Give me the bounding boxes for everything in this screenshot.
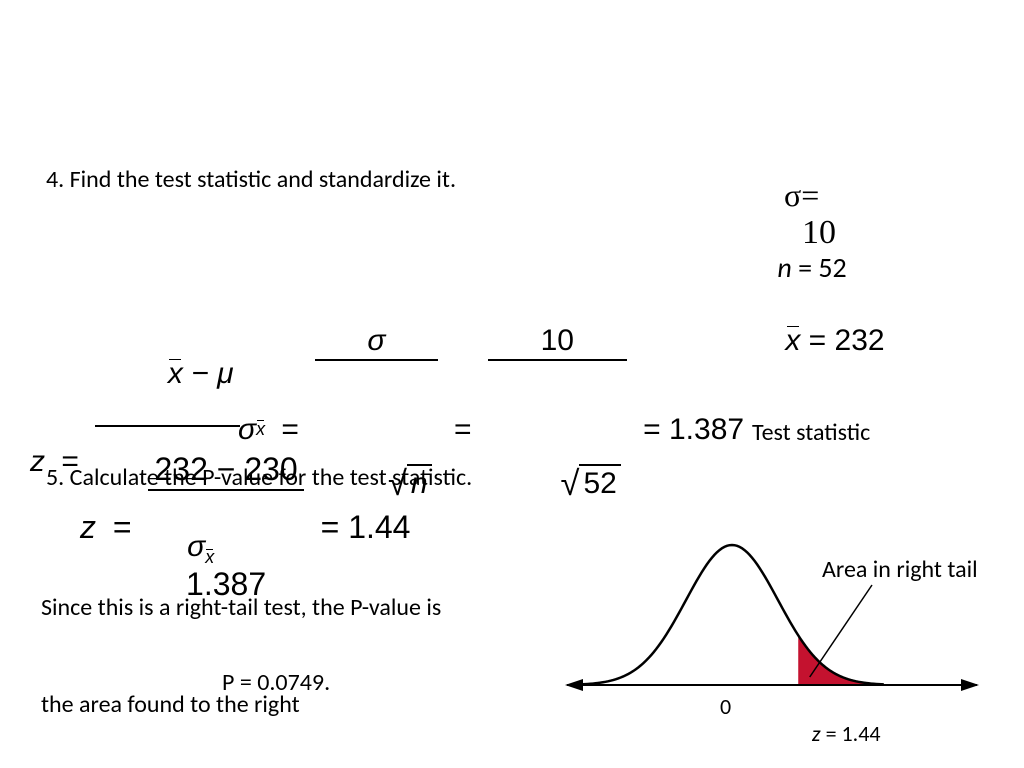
normal-dist-plot bbox=[562, 520, 982, 695]
plot-z-label: z = 1.44 bbox=[792, 693, 881, 768]
z-var: z bbox=[30, 445, 45, 479]
sx-top1: σ bbox=[315, 324, 437, 361]
sx-bot2: 52 bbox=[579, 464, 620, 502]
sx-top2: 10 bbox=[488, 324, 627, 361]
n-rest: = 52 bbox=[792, 250, 847, 285]
sx-eq2: = bbox=[446, 413, 480, 447]
test-statistic-label: Test statistic bbox=[752, 418, 870, 447]
plot-zero-label: 0 bbox=[720, 693, 731, 720]
p-result: P = 0.0749. bbox=[222, 668, 330, 697]
plot-z-rest: = 1.44 bbox=[821, 720, 881, 747]
exp-line1: Since this is a right-tail test, the P-v… bbox=[41, 592, 491, 624]
step4-title: 4. Find the test statistic and standardi… bbox=[46, 165, 456, 194]
sx-result: = 1.387 bbox=[635, 413, 744, 447]
xbar-label: x bbox=[785, 324, 800, 357]
xbar-given: x = 232 bbox=[752, 290, 885, 392]
explanation: Since this is a right-tail test, the P-v… bbox=[41, 527, 491, 768]
n-label: n bbox=[777, 250, 791, 285]
sigma-symbol: σ= bbox=[784, 177, 819, 213]
xbar-rest: = 232 bbox=[800, 324, 884, 357]
slide: 4. Find the test statistic and standardi… bbox=[0, 0, 1024, 768]
plot-z-prefix: z bbox=[812, 720, 821, 747]
right-tail-label: Area in right tail bbox=[822, 555, 978, 584]
step5-title: 5. Calculate the P-value for the test st… bbox=[46, 463, 472, 492]
